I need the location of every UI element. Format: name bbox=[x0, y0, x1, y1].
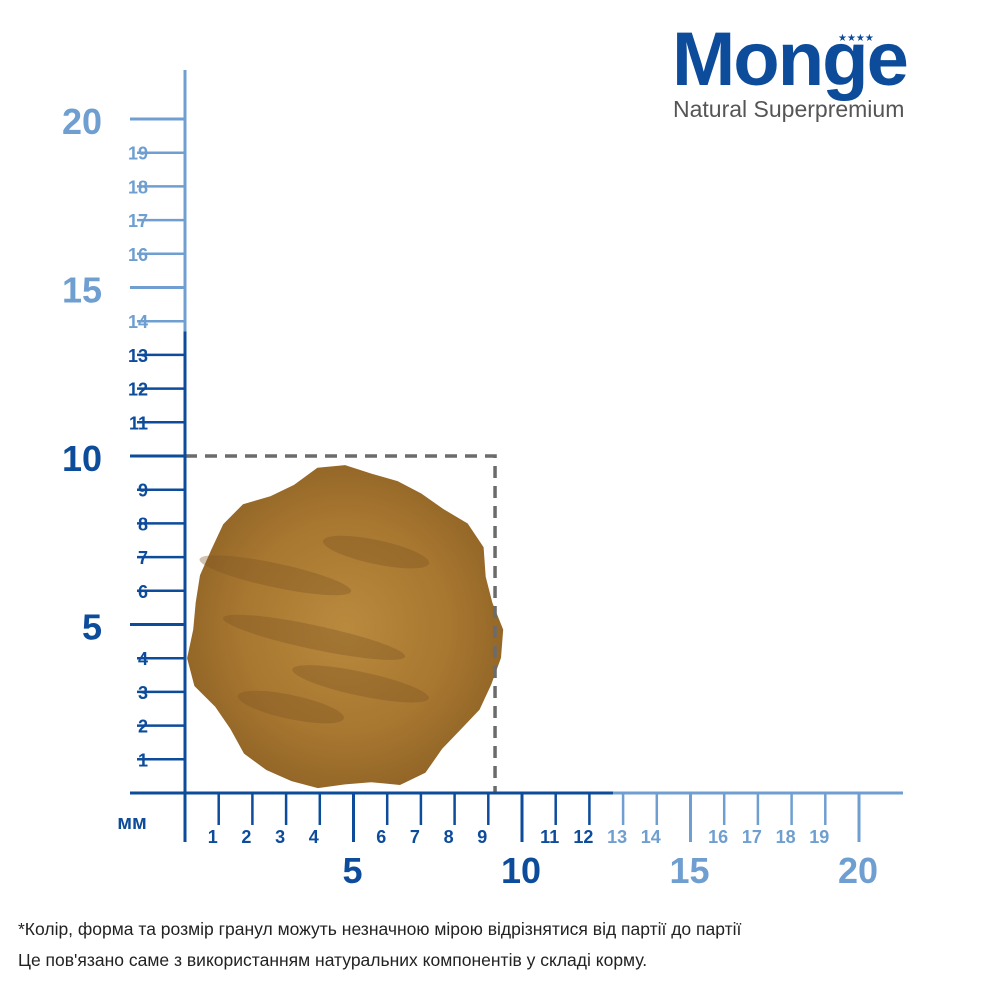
y-tick-label-13: 13 bbox=[128, 346, 148, 366]
y-tick-label-7: 7 bbox=[138, 548, 148, 568]
brand-stars-icon: ★★★★ bbox=[838, 33, 874, 44]
x-tick-label-17: 17 bbox=[742, 827, 762, 847]
y-tick-label-10: 10 bbox=[62, 438, 102, 479]
y-tick-label-14: 14 bbox=[128, 312, 148, 332]
y-tick-label-6: 6 bbox=[138, 582, 148, 602]
y-tick-label-11: 11 bbox=[129, 413, 148, 433]
x-tick-label-19: 19 bbox=[809, 827, 829, 847]
x-tick-label-15: 15 bbox=[669, 850, 709, 891]
x-tick-label-13: 13 bbox=[607, 827, 627, 847]
y-tick-label-20: 20 bbox=[62, 101, 102, 142]
y-tick-label-8: 8 bbox=[138, 514, 148, 534]
kibble-texture bbox=[292, 665, 429, 703]
unit-label: мм bbox=[117, 812, 147, 834]
y-tick-label-12: 12 bbox=[128, 380, 148, 400]
brand-tagline: Natural Superpremium bbox=[673, 96, 905, 122]
x-tick-label-6: 6 bbox=[376, 827, 386, 847]
y-tick-label-1: 1 bbox=[138, 750, 148, 770]
x-tick-label-12: 12 bbox=[573, 827, 593, 847]
x-tick-label-9: 9 bbox=[477, 827, 487, 847]
y-tick-label-9: 9 bbox=[138, 481, 148, 501]
kibble-texture bbox=[199, 555, 352, 596]
x-tick-label-18: 18 bbox=[776, 827, 796, 847]
x-tick-label-1: 1 bbox=[208, 827, 218, 847]
y-tick-label-18: 18 bbox=[128, 177, 148, 197]
brand-logo-text: Monge bbox=[672, 17, 909, 102]
y-tick-label-16: 16 bbox=[128, 245, 148, 265]
y-tick-label-3: 3 bbox=[138, 683, 148, 703]
y-tick-label-19: 19 bbox=[128, 144, 148, 164]
x-tick-label-7: 7 bbox=[410, 827, 420, 847]
y-tick-label-15: 15 bbox=[62, 270, 102, 311]
x-tick-label-4: 4 bbox=[309, 827, 319, 847]
y-tick-label-17: 17 bbox=[128, 211, 148, 231]
dashed-size-box bbox=[185, 454, 497, 793]
kibble-texture bbox=[322, 535, 430, 569]
x-tick-label-16: 16 bbox=[708, 827, 728, 847]
x-tick-label-3: 3 bbox=[275, 827, 285, 847]
disclaimer-line-1: *Колір, форма та розмір гранул можуть не… bbox=[18, 919, 742, 939]
x-tick-label-8: 8 bbox=[444, 827, 454, 847]
kibble-image bbox=[187, 465, 504, 789]
kibble-texture bbox=[223, 614, 406, 660]
y-tick-label-5: 5 bbox=[82, 607, 102, 648]
x-tick-label-14: 14 bbox=[641, 827, 661, 847]
x-tick-label-10: 10 bbox=[501, 850, 541, 891]
x-tick-label-2: 2 bbox=[241, 827, 251, 847]
x-tick-label-5: 5 bbox=[342, 850, 362, 891]
x-tick-label-11: 11 bbox=[540, 827, 559, 847]
y-tick-label-4: 4 bbox=[138, 649, 148, 669]
x-tick-label-20: 20 bbox=[838, 850, 878, 891]
disclaimer-line-2: Це пов'язано саме з використанням натура… bbox=[18, 950, 648, 970]
y-tick-label-2: 2 bbox=[138, 717, 148, 737]
kibble-texture bbox=[237, 690, 344, 724]
